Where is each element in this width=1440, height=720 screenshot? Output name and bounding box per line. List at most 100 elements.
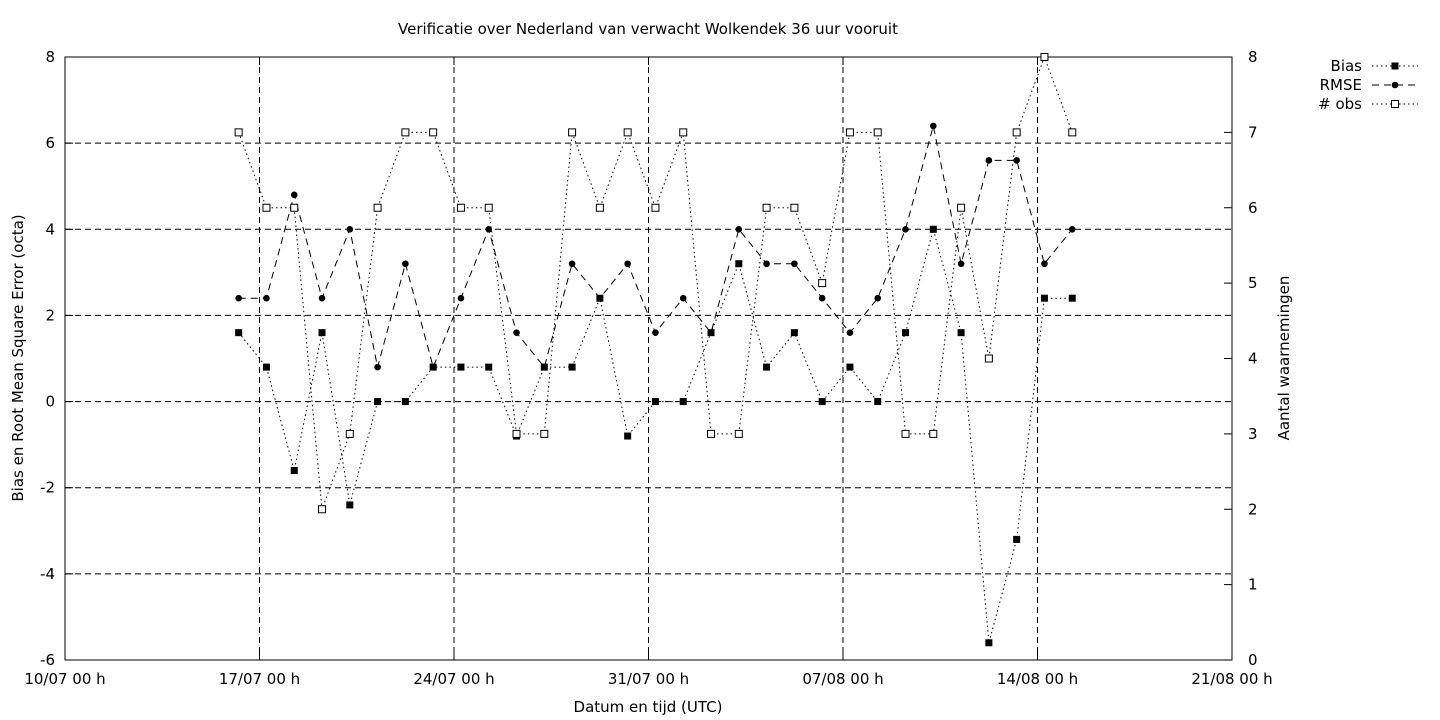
series-line-bias (238, 227, 1073, 643)
data-point-obs (512, 429, 521, 438)
data-point-obs (373, 203, 382, 212)
data-point-obs (234, 128, 243, 137)
y-tick-label: 4 (45, 220, 55, 238)
series-bias (235, 225, 1076, 647)
data-point-rmse (429, 363, 437, 371)
x-axis-label: Datum en tijd (UTC) (574, 698, 723, 716)
data-point-rmse (485, 225, 493, 233)
data-point-obs (456, 203, 465, 212)
series-layer (234, 53, 1077, 647)
y-tick-label: 0 (45, 393, 55, 411)
y2-tick-label: 1 (1248, 576, 1258, 594)
data-point-rmse (1013, 157, 1020, 164)
data-point-bias (651, 398, 659, 406)
data-point-bias (290, 466, 298, 474)
data-point-rmse (346, 225, 354, 233)
legend-marker-bias (1391, 62, 1399, 70)
data-point-rmse (763, 260, 770, 268)
data-point-bias (624, 432, 632, 440)
data-point-rmse (874, 294, 882, 302)
data-point-obs (734, 429, 743, 438)
y2-tick-label: 5 (1248, 274, 1258, 292)
data-point-rmse (985, 157, 993, 164)
data-point-rmse (402, 260, 409, 268)
data-point-obs (1040, 53, 1049, 61)
data-point-obs (568, 128, 577, 137)
legend-label-rmse: RMSE (1320, 76, 1362, 94)
data-point-bias (735, 260, 743, 268)
data-point-rmse (818, 294, 826, 302)
y-tick-label: -4 (40, 565, 55, 583)
x-tick-label: 24/07 00 h (413, 670, 494, 688)
y2-tick-label: 8 (1248, 48, 1258, 66)
data-point-rmse (541, 363, 548, 371)
y2-tick-label: 3 (1248, 425, 1258, 443)
data-point-bias (1013, 535, 1021, 543)
data-point-obs (707, 429, 716, 438)
data-point-rmse (374, 363, 381, 371)
data-point-bias (846, 363, 854, 371)
x-tick-label: 17/07 00 h (219, 670, 300, 688)
legend-label-bias: Bias (1331, 57, 1363, 75)
data-point-obs (984, 354, 993, 363)
data-point-bias (929, 225, 937, 233)
data-point-obs (929, 429, 938, 438)
data-point-rmse (707, 329, 715, 336)
y2-tick-label: 2 (1248, 500, 1258, 518)
data-point-rmse (791, 260, 798, 268)
y-tick-label: 6 (45, 134, 55, 152)
data-point-obs (901, 429, 910, 438)
data-point-rmse (624, 260, 631, 268)
data-point-bias (568, 363, 576, 371)
data-point-bias (485, 363, 493, 371)
data-point-obs (679, 128, 688, 137)
gridlines (65, 57, 1232, 660)
y-tick-label: 2 (45, 306, 55, 324)
series-obs (234, 53, 1077, 514)
data-point-bias (985, 639, 993, 647)
data-point-bias (790, 329, 798, 337)
x-tick-label: 10/07 00 h (24, 670, 105, 688)
data-point-obs (401, 128, 410, 137)
data-point-rmse (318, 294, 326, 302)
data-point-bias (763, 363, 771, 371)
data-point-bias (679, 398, 687, 406)
data-point-bias (902, 329, 910, 337)
legend-label-obs: # obs (1318, 95, 1362, 113)
data-point-obs (762, 203, 771, 212)
legend-marker-obs (1391, 100, 1399, 108)
data-point-obs (595, 203, 604, 212)
data-point-obs (957, 203, 966, 212)
data-point-rmse (957, 260, 965, 268)
data-point-rmse (290, 191, 298, 199)
data-point-rmse (735, 225, 743, 233)
y2-tick-label: 7 (1248, 123, 1258, 141)
legend-marker-rmse (1391, 81, 1399, 89)
data-point-bias (957, 329, 965, 337)
data-point-rmse (263, 294, 270, 302)
data-point-obs (540, 429, 549, 438)
data-point-bias (457, 363, 465, 371)
data-point-rmse (235, 294, 242, 302)
x-tick-label: 31/07 00 h (608, 670, 689, 688)
data-point-obs (845, 128, 854, 137)
data-point-obs (318, 505, 327, 514)
y-tick-label: 8 (45, 48, 55, 66)
y2-tick-label: 4 (1248, 350, 1258, 368)
data-point-rmse (679, 294, 687, 302)
data-point-rmse (902, 225, 909, 233)
data-point-bias (874, 398, 882, 406)
axis-ticks: 10/07 00 h 17/07 00 h 24/07 00 h 31/07 00 h… (24, 48, 1272, 688)
data-point-rmse (596, 294, 604, 302)
data-point-obs (1012, 128, 1021, 137)
data-point-obs (290, 203, 299, 212)
data-point-rmse (1068, 225, 1076, 233)
data-point-bias (818, 398, 826, 406)
data-point-obs (262, 203, 271, 212)
x-tick-label: 07/08 00 h (802, 670, 883, 688)
data-point-obs (484, 203, 493, 212)
data-point-obs (1068, 128, 1077, 137)
data-point-bias (1068, 294, 1076, 302)
data-point-rmse (568, 260, 576, 268)
